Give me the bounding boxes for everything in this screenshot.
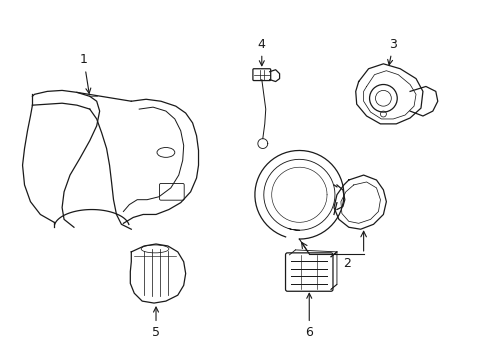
Text: 3: 3: [387, 38, 396, 65]
Text: 1: 1: [80, 53, 91, 93]
Text: 6: 6: [305, 293, 312, 339]
Text: 2: 2: [342, 257, 350, 270]
FancyBboxPatch shape: [285, 253, 332, 291]
FancyBboxPatch shape: [252, 69, 270, 81]
Text: 4: 4: [257, 38, 265, 66]
Text: 5: 5: [152, 307, 160, 339]
